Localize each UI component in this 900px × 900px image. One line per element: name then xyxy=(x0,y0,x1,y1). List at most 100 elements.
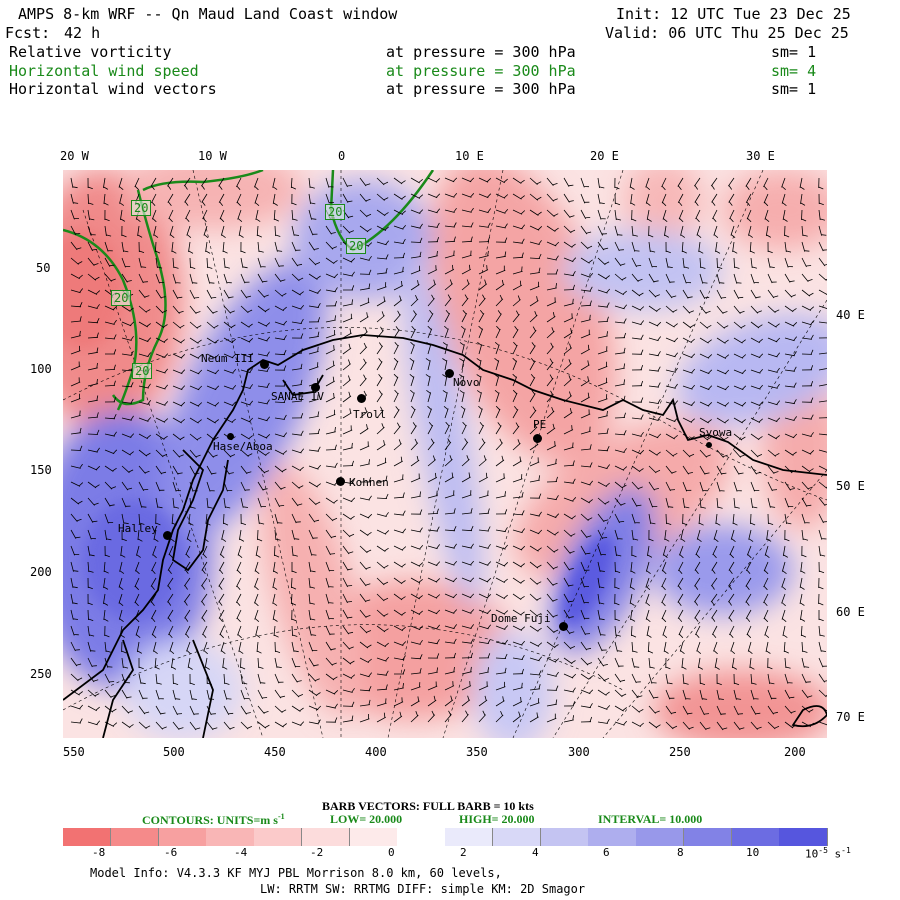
wind-barb xyxy=(240,721,253,730)
wind-barb xyxy=(801,432,814,437)
wind-barb xyxy=(291,241,301,252)
lon-label-30e: 30 E xyxy=(746,149,775,163)
wind-barb xyxy=(665,689,675,700)
wind-barb xyxy=(393,561,406,568)
wind-barb xyxy=(87,641,96,652)
wind-barb xyxy=(767,689,777,700)
field-2-level: at pressure = 300 hPa xyxy=(386,62,576,80)
wind-barb xyxy=(716,385,730,391)
wind-barb xyxy=(172,273,181,284)
wind-barb xyxy=(291,257,303,267)
wind-barb xyxy=(120,545,126,558)
station-dot-aboa xyxy=(227,433,234,440)
wind-barb xyxy=(695,209,701,223)
wind-barb xyxy=(818,481,827,489)
station-label-domefuji: Dome Fuji xyxy=(491,612,551,625)
wind-barb xyxy=(461,177,475,183)
wind-barb xyxy=(444,279,453,291)
station-dot-troll xyxy=(357,394,366,403)
wind-barb xyxy=(155,337,168,343)
wind-barb xyxy=(801,257,812,268)
wind-barb xyxy=(461,638,474,644)
wind-barb xyxy=(750,433,763,441)
wind-barb xyxy=(359,441,370,451)
wind-barb xyxy=(597,689,610,696)
station-label-pe: PE xyxy=(533,418,547,431)
wind-barb xyxy=(103,609,109,622)
wind-barb xyxy=(597,481,610,488)
wind-barb xyxy=(410,696,420,707)
wind-barb xyxy=(206,705,216,716)
wind-barb xyxy=(427,250,438,259)
colorbar-cell xyxy=(110,828,159,846)
wind-barb xyxy=(461,508,473,515)
wind-barb xyxy=(444,560,458,566)
wind-barb xyxy=(359,312,369,323)
wind-barb xyxy=(631,349,644,355)
wind-barb xyxy=(682,689,691,700)
wind-barb xyxy=(713,529,719,543)
wind-barb xyxy=(529,577,542,585)
wind-barb xyxy=(563,529,576,537)
wind-barb xyxy=(767,289,779,299)
wind-barb xyxy=(682,513,688,526)
wind-barb xyxy=(206,497,213,509)
wind-barb xyxy=(614,347,626,355)
wind-barb xyxy=(512,266,523,275)
wind-barb xyxy=(745,177,752,190)
wind-barb xyxy=(138,352,152,358)
wind-barb xyxy=(87,673,99,683)
wind-barb xyxy=(512,439,521,451)
wind-barb xyxy=(427,438,435,451)
wind-barb xyxy=(119,625,125,638)
wind-barb xyxy=(750,257,758,269)
wind-barb xyxy=(410,593,423,600)
wind-barb xyxy=(172,705,183,716)
wind-barb xyxy=(104,225,112,237)
wind-barb xyxy=(713,225,719,239)
wind-barb xyxy=(614,289,627,296)
wind-barb xyxy=(580,497,593,504)
wind-barb xyxy=(631,641,638,653)
wind-barb xyxy=(546,529,559,536)
wind-barb xyxy=(784,689,795,699)
wind-barb xyxy=(461,560,475,566)
wind-barb xyxy=(325,657,337,666)
wind-barb xyxy=(784,465,797,474)
wind-barb xyxy=(597,561,605,572)
wind-barb xyxy=(410,209,424,214)
wind-barb xyxy=(291,545,298,557)
wind-barb xyxy=(733,337,746,344)
colorbar-tick: 8 xyxy=(677,846,684,859)
wind-barb xyxy=(614,332,627,339)
wind-barb xyxy=(801,497,812,507)
wind-barb xyxy=(138,689,148,700)
lon-label-0: 0 xyxy=(338,149,346,163)
wind-barb xyxy=(393,193,406,200)
wind-barb xyxy=(342,460,354,467)
wind-barb xyxy=(648,449,661,456)
wind-barb xyxy=(733,465,744,475)
wind-barb xyxy=(529,641,543,647)
wind-barb xyxy=(444,207,457,213)
wind-barb xyxy=(546,476,558,483)
wind-barb xyxy=(563,328,573,339)
wind-barb xyxy=(393,528,407,534)
wind-barb xyxy=(254,609,260,623)
wind-barb xyxy=(678,561,684,574)
wind-barb xyxy=(172,417,185,424)
wind-barb xyxy=(818,497,827,507)
wind-barb xyxy=(729,209,735,223)
wind-barb xyxy=(167,609,174,622)
wind-barb xyxy=(529,390,536,403)
wind-barb xyxy=(155,497,163,509)
wind-barb xyxy=(580,689,594,695)
wind-barb xyxy=(70,345,81,355)
wind-barb xyxy=(325,426,336,435)
wind-barb xyxy=(495,544,509,550)
wind-barb xyxy=(70,393,81,403)
wind-barb xyxy=(240,689,250,700)
wind-barb xyxy=(614,689,627,698)
wind-barb xyxy=(205,513,211,526)
wind-barb xyxy=(614,430,627,436)
